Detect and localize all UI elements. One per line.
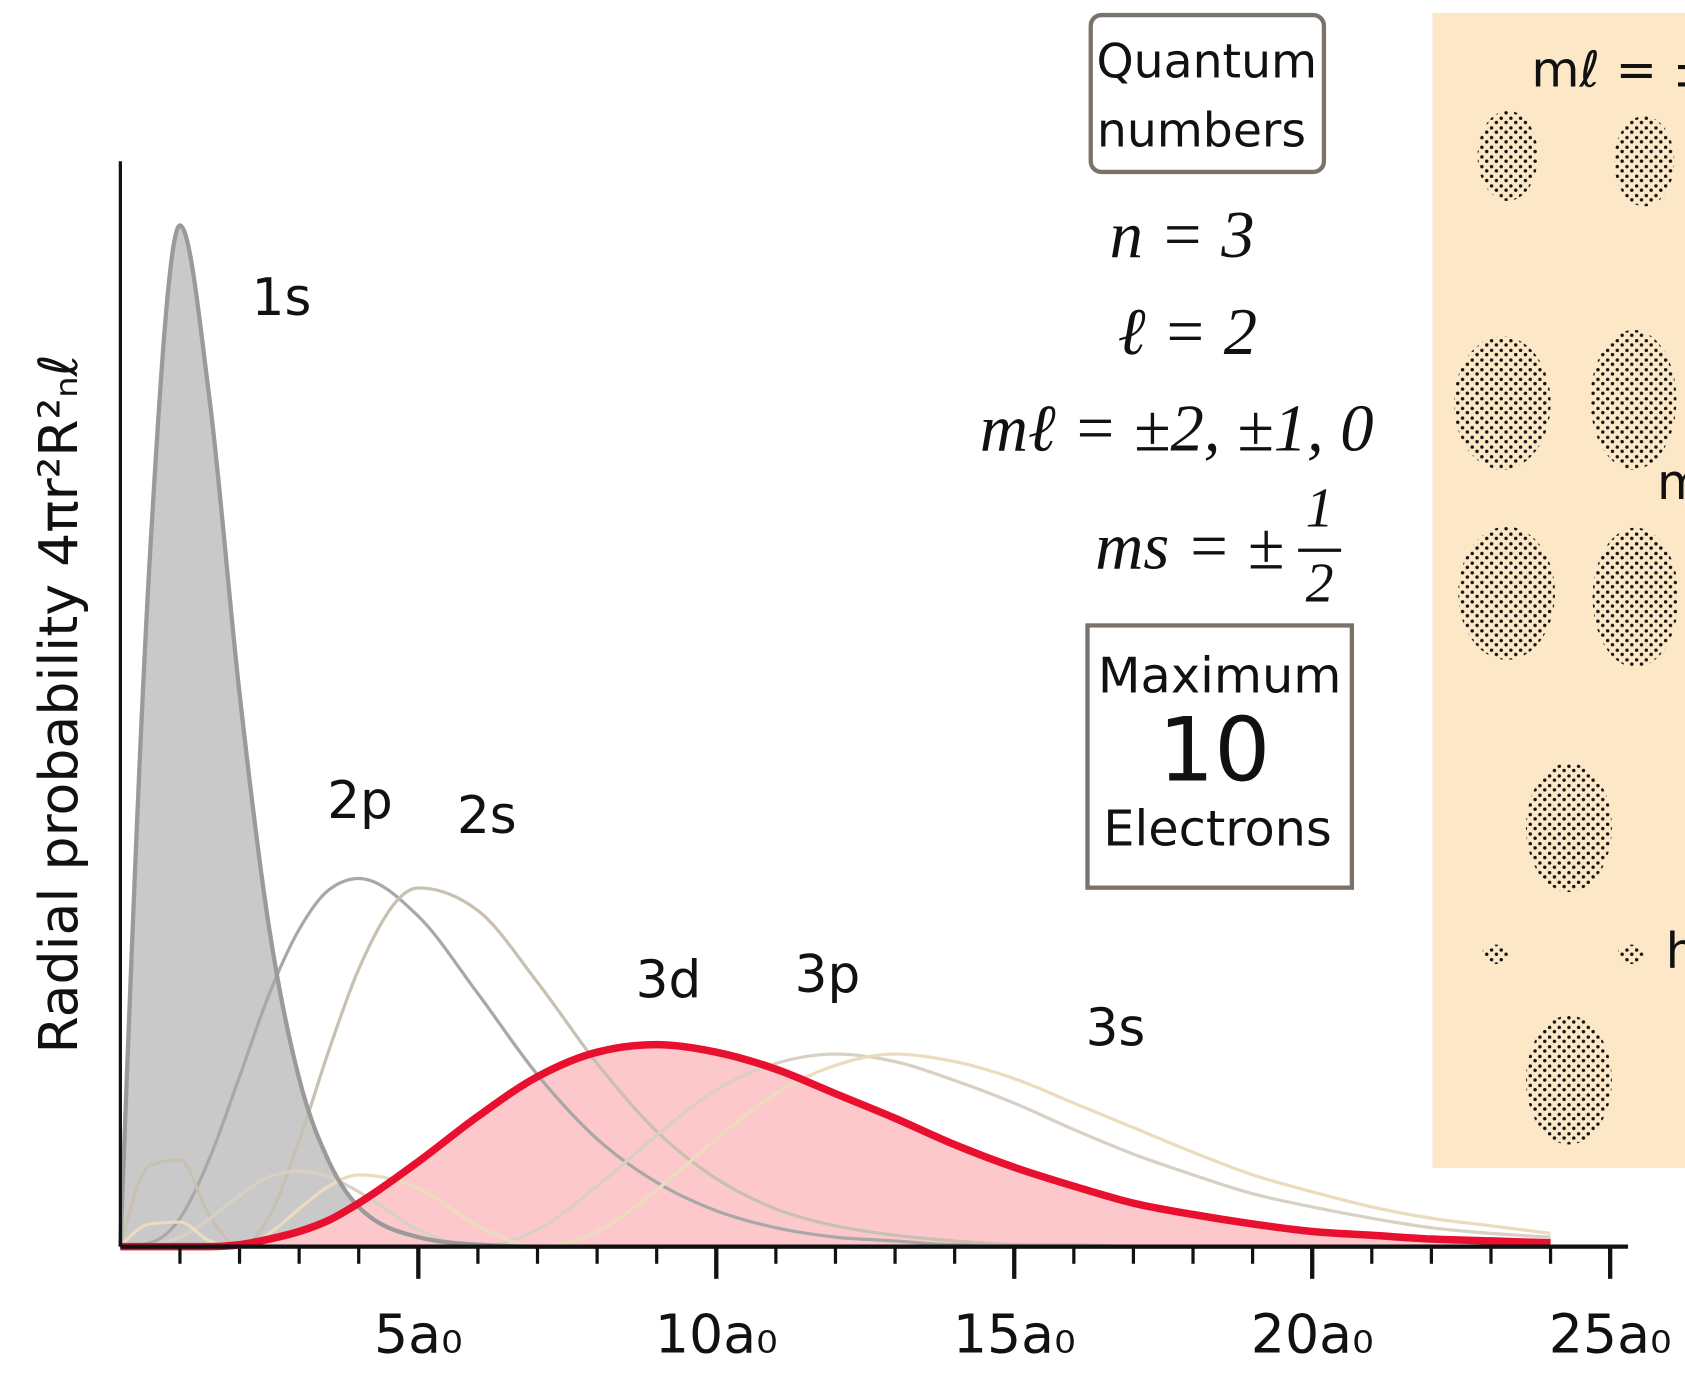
maximum-label: Maximum [1098,647,1342,705]
fraction-numerator: 1 [1306,478,1334,540]
orbital-blob [1593,528,1679,668]
quantum-number: ℓ = 2 [1118,296,1257,369]
orbital-blob [1526,763,1612,892]
orbital-blob [1482,945,1510,964]
y-axis-label: Radial probability 4πr²R²ₙℓ [27,354,90,1053]
orbital-panel: mℓ = ± m h [1432,13,1685,1168]
panel-label: h [1666,922,1685,980]
orbital-blob [1590,330,1676,470]
fraction-denominator: 2 [1306,553,1334,615]
chart: 1s 2p 2s 3d 3p 3s 5a₀ 10a₀ 15a₀ 20a₀ 25a₀ mℓ = ± m… [0,0,1685,1382]
curve-label: 3p [795,945,861,1005]
maximum-count: 10 [1158,698,1270,801]
curve-label: 2s [457,786,517,846]
orbital-blob [1614,116,1674,206]
x-tick-label: 25a₀ [1549,1303,1672,1366]
panel-label: m [1657,453,1685,511]
x-tick-label: 15a₀ [953,1303,1076,1366]
page: 1s 2p 2s 3d 3p 3s 5a₀ 10a₀ 15a₀ 20a₀ 25a₀ mℓ = ± m… [0,0,1685,1382]
quantum-number: mℓ = ±2, ±1, 0 [980,393,1374,466]
curve-label: 3s [1086,999,1146,1059]
orbital-blob [1458,527,1555,660]
orbital-blob [1478,111,1538,201]
orbital-blob [1526,1016,1612,1145]
quantum-title: Quantum [1096,34,1317,89]
maximum-label: Electrons [1103,799,1331,857]
quantum-title: numbers [1097,103,1306,158]
x-tick-label: 5a₀ [374,1303,463,1366]
curve-label: 3d [636,950,702,1010]
quantum-number: ms = ± [1095,511,1284,584]
curve-label: 2p [327,771,393,831]
curve-label: 1s [252,268,312,328]
orbital-blob [1617,945,1645,964]
x-tick-label: 20a₀ [1251,1303,1374,1366]
quantum-number: n = 3 [1110,199,1255,272]
x-tick-label: 10a₀ [655,1303,778,1366]
orbital-blob [1454,336,1551,469]
panel-label: mℓ = ± [1531,41,1685,99]
